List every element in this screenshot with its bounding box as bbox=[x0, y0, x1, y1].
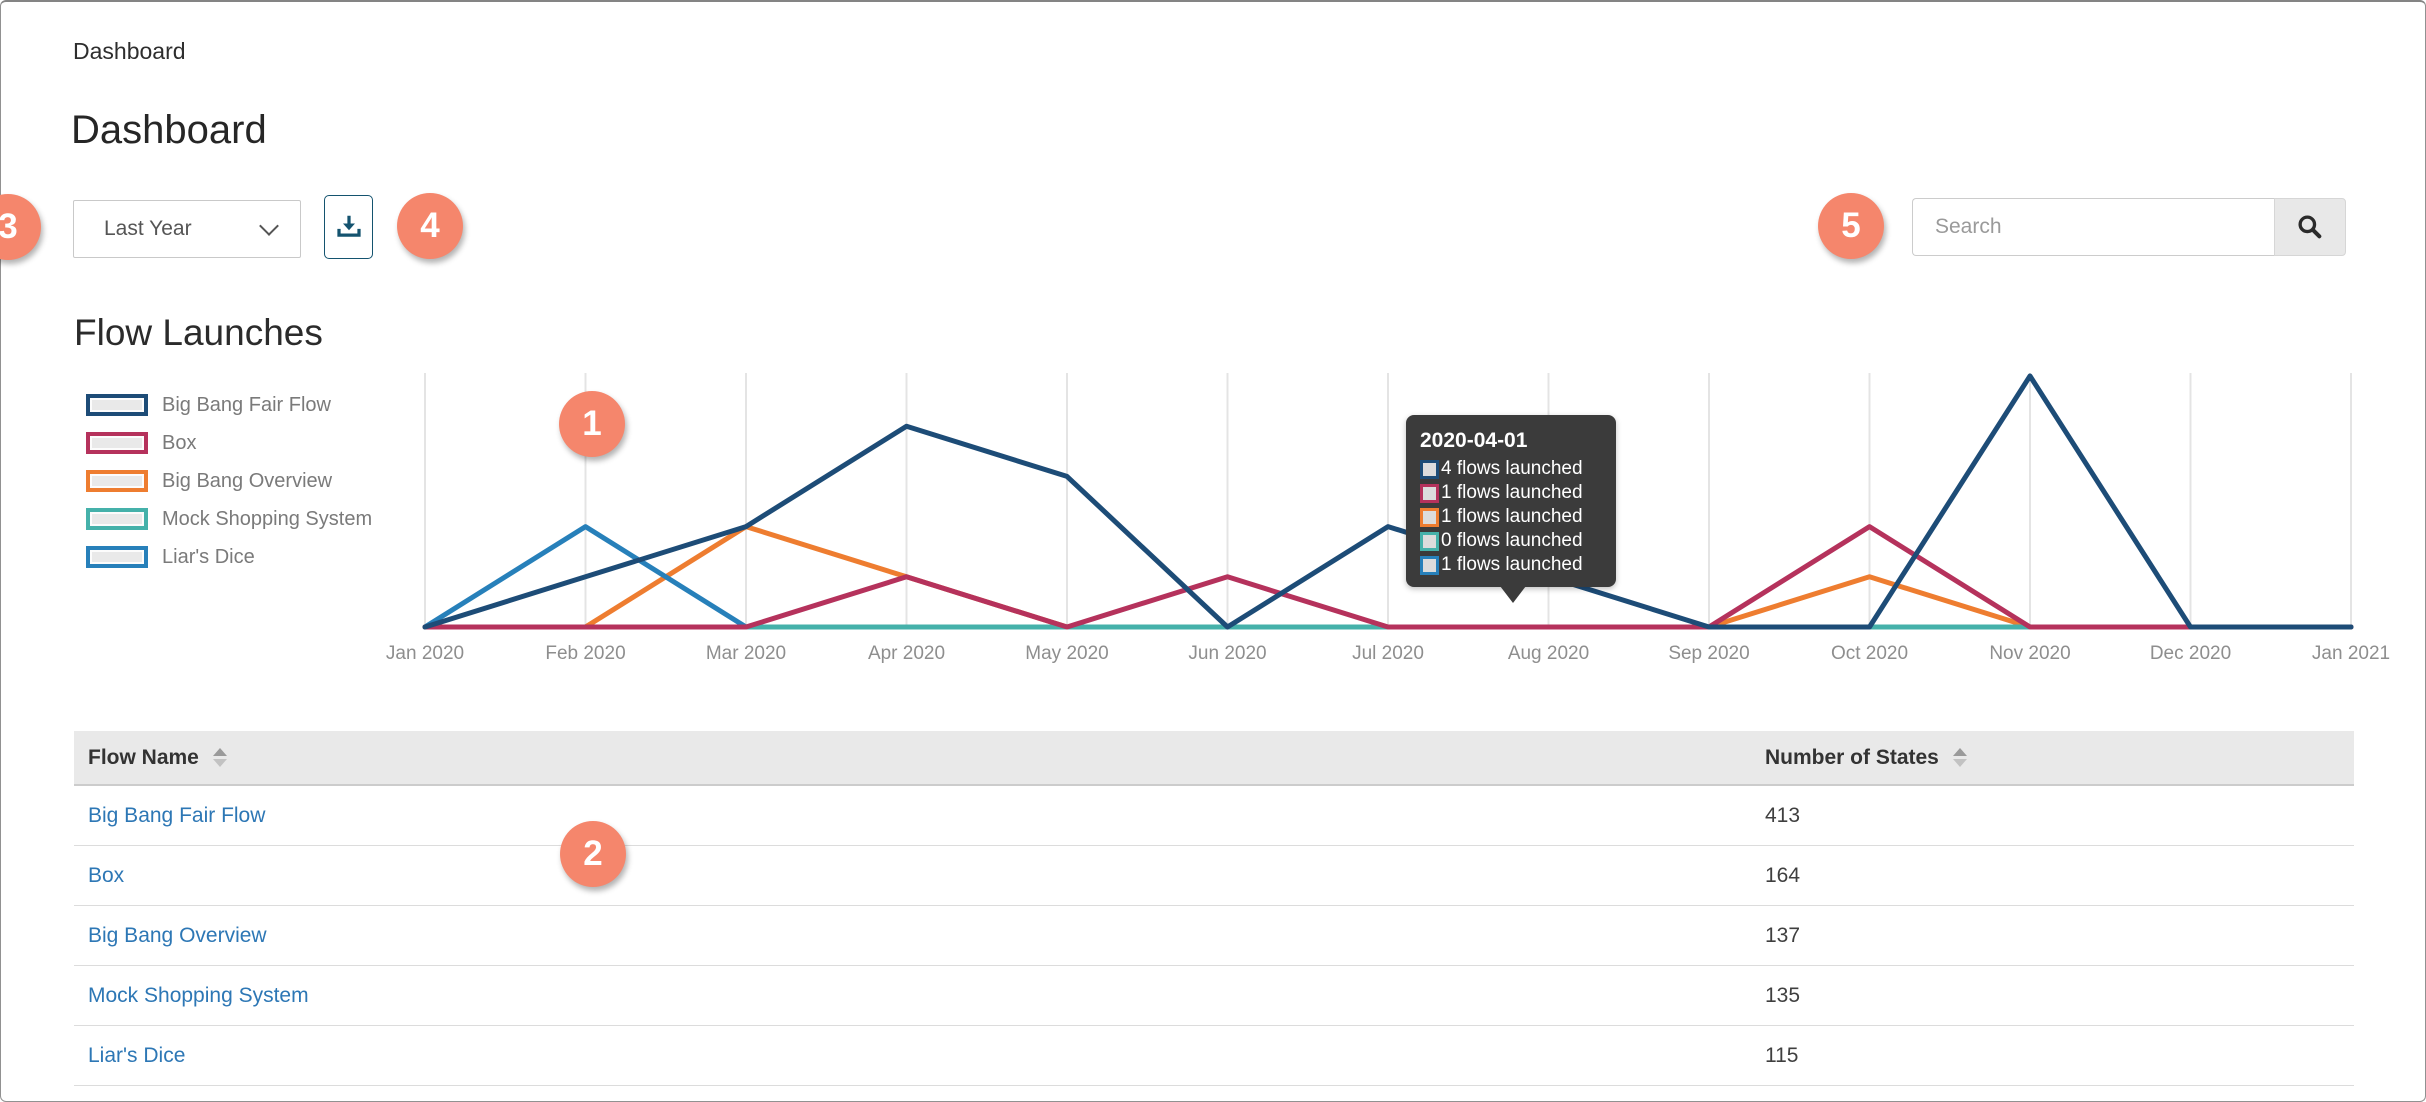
legend-label: Mock Shopping System bbox=[162, 507, 373, 530]
time-range-select[interactable]: Last Year bbox=[73, 200, 301, 258]
download-icon bbox=[336, 215, 361, 237]
flow-name-link[interactable]: Box bbox=[88, 863, 125, 887]
x-axis-label: Jan 2021 bbox=[2311, 643, 2391, 664]
tooltip-arrow bbox=[1500, 586, 1526, 603]
tooltip-row-text: 1 flows launched bbox=[1441, 506, 1583, 527]
legend-item[interactable]: Mock Shopping System bbox=[86, 508, 372, 530]
series-line[interactable] bbox=[422, 373, 2354, 630]
table-row: Liar's Dice 115 bbox=[74, 1026, 2354, 1086]
table-body: Big Bang Fair Flow 413 Box 164 Big Bang … bbox=[74, 786, 2354, 1086]
legend-label: Big Bang Overview bbox=[162, 469, 333, 492]
tooltip-row-text: 4 flows launched bbox=[1441, 458, 1583, 479]
tooltip-row: 0 flows launched bbox=[1420, 529, 1602, 553]
tooltip-series-swatch-icon bbox=[1420, 459, 1439, 479]
flow-name-link[interactable]: Liar's Dice bbox=[88, 1043, 186, 1067]
tooltip-rows: 4 flows launched 1 flows launched 1 flow… bbox=[1420, 457, 1602, 577]
flows-table: Flow Name Number of States Big Bang Fair… bbox=[74, 731, 2354, 1086]
annotation-circle-5: 5 bbox=[1818, 193, 1884, 259]
x-axis-label: Jul 2020 bbox=[1352, 643, 1424, 664]
legend-item[interactable]: Big Bang Fair Flow bbox=[86, 394, 372, 416]
legend-label: Big Bang Fair Flow bbox=[162, 393, 331, 416]
x-axis-label: Feb 2020 bbox=[545, 643, 626, 664]
table-row: Box 164 bbox=[74, 846, 2354, 906]
tooltip-row-text: 1 flows launched bbox=[1441, 482, 1583, 503]
line-chart[interactable] bbox=[351, 365, 2426, 665]
flow-name-link[interactable]: Big Bang Overview bbox=[88, 923, 267, 947]
x-axis-label: Apr 2020 bbox=[867, 643, 946, 664]
tooltip-series-swatch-icon bbox=[1420, 483, 1439, 503]
x-axis-label: Sep 2020 bbox=[1668, 643, 1750, 664]
tooltip-row: 1 flows launched bbox=[1420, 553, 1602, 577]
sort-icon[interactable] bbox=[212, 748, 227, 767]
tooltip-series-swatch-icon bbox=[1420, 531, 1439, 551]
search-icon bbox=[2298, 215, 2322, 239]
legend-swatch-icon bbox=[86, 432, 148, 454]
sort-icon[interactable] bbox=[1952, 748, 1967, 767]
tooltip-row-text: 0 flows launched bbox=[1441, 530, 1583, 551]
chart-legend: Big Bang Fair Flow Box Big Bang Overview… bbox=[86, 394, 372, 584]
annotation-circle-4: 4 bbox=[397, 193, 463, 259]
search-group bbox=[1912, 198, 2346, 256]
annotation-circle-2: 2 bbox=[560, 821, 626, 887]
x-axis-label: Jun 2020 bbox=[1188, 643, 1267, 664]
flow-name-link[interactable]: Mock Shopping System bbox=[88, 983, 309, 1007]
tooltip-row: 4 flows launched bbox=[1420, 457, 1602, 481]
tooltip-series-swatch-icon bbox=[1420, 555, 1439, 575]
column-header-flow-name[interactable]: Flow Name bbox=[74, 746, 227, 770]
section-title: Flow Launches bbox=[74, 312, 323, 353]
tooltip-row-text: 1 flows launched bbox=[1441, 554, 1583, 575]
download-button[interactable] bbox=[324, 195, 373, 259]
column-header-number-of-states[interactable]: Number of States bbox=[1765, 746, 1967, 770]
legend-item[interactable]: Box bbox=[86, 432, 372, 454]
x-axis-label: May 2020 bbox=[1025, 643, 1109, 664]
search-input[interactable] bbox=[1912, 198, 2274, 256]
breadcrumb[interactable]: Dashboard bbox=[73, 38, 186, 64]
search-button[interactable] bbox=[2274, 198, 2346, 256]
number-of-states-value: 115 bbox=[1765, 1043, 1799, 1067]
legend-label: Liar's Dice bbox=[162, 545, 255, 568]
annotation-circle-1: 1 bbox=[559, 391, 625, 457]
table-row: Mock Shopping System 135 bbox=[74, 966, 2354, 1026]
legend-label: Box bbox=[162, 431, 197, 454]
table-row: Big Bang Overview 137 bbox=[74, 906, 2354, 966]
chevron-down-icon bbox=[259, 216, 279, 236]
series-line[interactable] bbox=[422, 524, 2354, 630]
legend-swatch-icon bbox=[86, 508, 148, 530]
x-axis-label: Jan 2020 bbox=[385, 643, 465, 664]
time-range-value: Last Year bbox=[104, 217, 192, 240]
flow-name-link[interactable]: Big Bang Fair Flow bbox=[88, 803, 266, 827]
legend-swatch-icon bbox=[86, 546, 148, 568]
legend-item[interactable]: Liar's Dice bbox=[86, 546, 372, 568]
legend-swatch-icon bbox=[86, 394, 148, 416]
chart-tooltip: 2020-04-01 4 flows launched 1 flows laun… bbox=[1406, 415, 1616, 603]
table-header: Flow Name Number of States bbox=[74, 731, 2354, 786]
tooltip-series-swatch-icon bbox=[1420, 507, 1439, 527]
page-title: Dashboard bbox=[71, 108, 267, 152]
tooltip-row: 1 flows launched bbox=[1420, 505, 1602, 529]
x-axis-label: Mar 2020 bbox=[705, 643, 787, 664]
table-row: Big Bang Fair Flow 413 bbox=[74, 786, 2354, 846]
x-axis-label: Oct 2020 bbox=[1830, 643, 1909, 664]
legend-item[interactable]: Big Bang Overview bbox=[86, 470, 372, 492]
number-of-states-value: 135 bbox=[1765, 983, 1801, 1007]
number-of-states-value: 413 bbox=[1765, 803, 1801, 827]
x-axis-label: Dec 2020 bbox=[2149, 643, 2232, 664]
x-axis-label: Aug 2020 bbox=[1507, 643, 1590, 664]
number-of-states-value: 164 bbox=[1765, 863, 1801, 887]
annotation-circle-3: 3 bbox=[0, 194, 41, 260]
tooltip-row: 1 flows launched bbox=[1420, 481, 1602, 505]
x-axis-label: Nov 2020 bbox=[1989, 643, 2071, 664]
tooltip-date: 2020-04-01 bbox=[1420, 429, 1528, 452]
number-of-states-value: 137 bbox=[1765, 923, 1801, 947]
legend-swatch-icon bbox=[86, 470, 148, 492]
